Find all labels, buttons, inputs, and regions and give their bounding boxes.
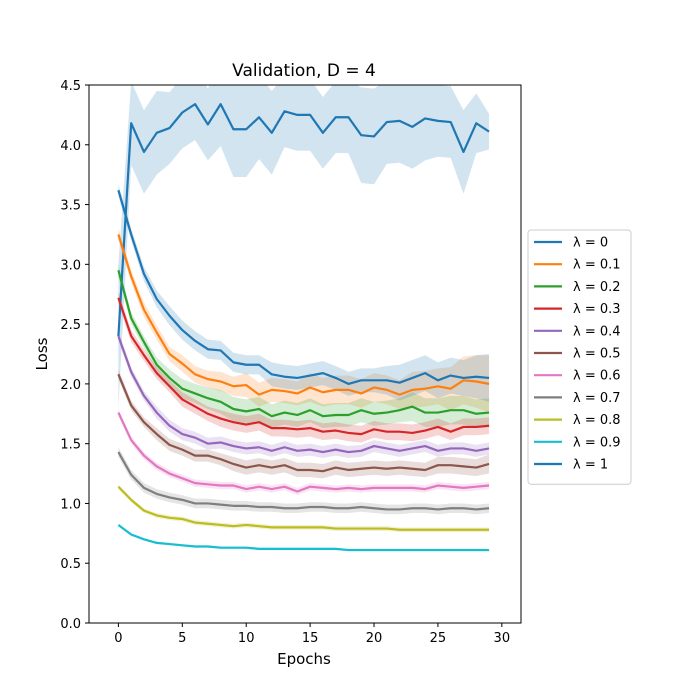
- line-series-0: [117, 103, 490, 337]
- legend-label: λ = 0.5: [573, 347, 621, 362]
- line-series-9: [117, 524, 490, 552]
- x-tick-label: 0: [114, 631, 122, 646]
- line-series-1: [117, 234, 490, 396]
- band-series-5: [118, 369, 490, 479]
- chart-title: Validation, D = 4: [232, 61, 376, 81]
- band-series-3: [118, 291, 490, 443]
- line-series-7: [117, 451, 490, 511]
- line-series-3: [117, 297, 490, 436]
- y-tick-label: 3.0: [60, 258, 81, 273]
- line-series-8: [117, 485, 490, 531]
- line-series-5: [117, 373, 490, 473]
- line-series-6: [117, 412, 490, 493]
- x-tick-label: 20: [366, 631, 383, 646]
- legend: λ = 0 λ = 0.1 λ = 0.2 λ = 0.3 λ = 0.4 λ = 0.5…: [527, 229, 632, 485]
- y-tick-label: 1.5: [60, 438, 81, 453]
- x-tick-label: 10: [238, 631, 255, 646]
- y-tick-label: 0.0: [60, 617, 81, 632]
- axes: 0 5 10 15 20 25 30 0.0 0.5 1.0 1.5 2.0 2.5 3.0 3.5 4.0 4…: [60, 79, 522, 646]
- y-tick-label: 0.5: [60, 557, 81, 572]
- y-tick-label: 1.0: [60, 497, 81, 512]
- legend-label: λ = 0.1: [573, 258, 621, 273]
- legend-label: λ = 0.7: [573, 391, 621, 406]
- y-tick-label: 4.0: [60, 139, 81, 154]
- line-series-2: [117, 270, 490, 418]
- confidence-bands: [118, 85, 490, 552]
- series-lines: [117, 103, 490, 552]
- plot-frame: [88, 84, 522, 624]
- band-series-0: [118, 85, 490, 408]
- y-tick-label: 2.0: [60, 378, 81, 393]
- y-tick-label: 4.5: [60, 79, 81, 94]
- legend-label: λ = 1: [573, 458, 608, 473]
- y-axis-label: Loss: [33, 337, 51, 370]
- legend-label: λ = 0.8: [573, 413, 621, 428]
- band-series-10: [118, 184, 490, 402]
- legend-label: λ = 0.2: [573, 280, 621, 295]
- x-tick-label: 15: [302, 631, 319, 646]
- band-series-7: [118, 447, 490, 515]
- y-tick-label: 3.5: [60, 199, 81, 214]
- x-tick-label: 30: [494, 631, 511, 646]
- legend-label: λ = 0.4: [573, 324, 621, 339]
- legend-label: λ = 0.9: [573, 435, 621, 450]
- band-series-4: [118, 331, 490, 459]
- x-tick-label: 25: [430, 631, 447, 646]
- legend-label: λ = 0.6: [573, 369, 621, 384]
- line-series-4: [117, 335, 490, 454]
- legend-label: λ = 0.3: [573, 302, 621, 317]
- y-tick-label: 2.5: [60, 318, 81, 333]
- band-series-2: [118, 264, 490, 429]
- legend-label: λ = 0: [573, 236, 608, 251]
- line-series-10: [117, 189, 490, 385]
- band-series-1: [118, 228, 490, 413]
- x-axis-label: Epochs: [277, 650, 331, 668]
- x-tick-label: 5: [178, 631, 186, 646]
